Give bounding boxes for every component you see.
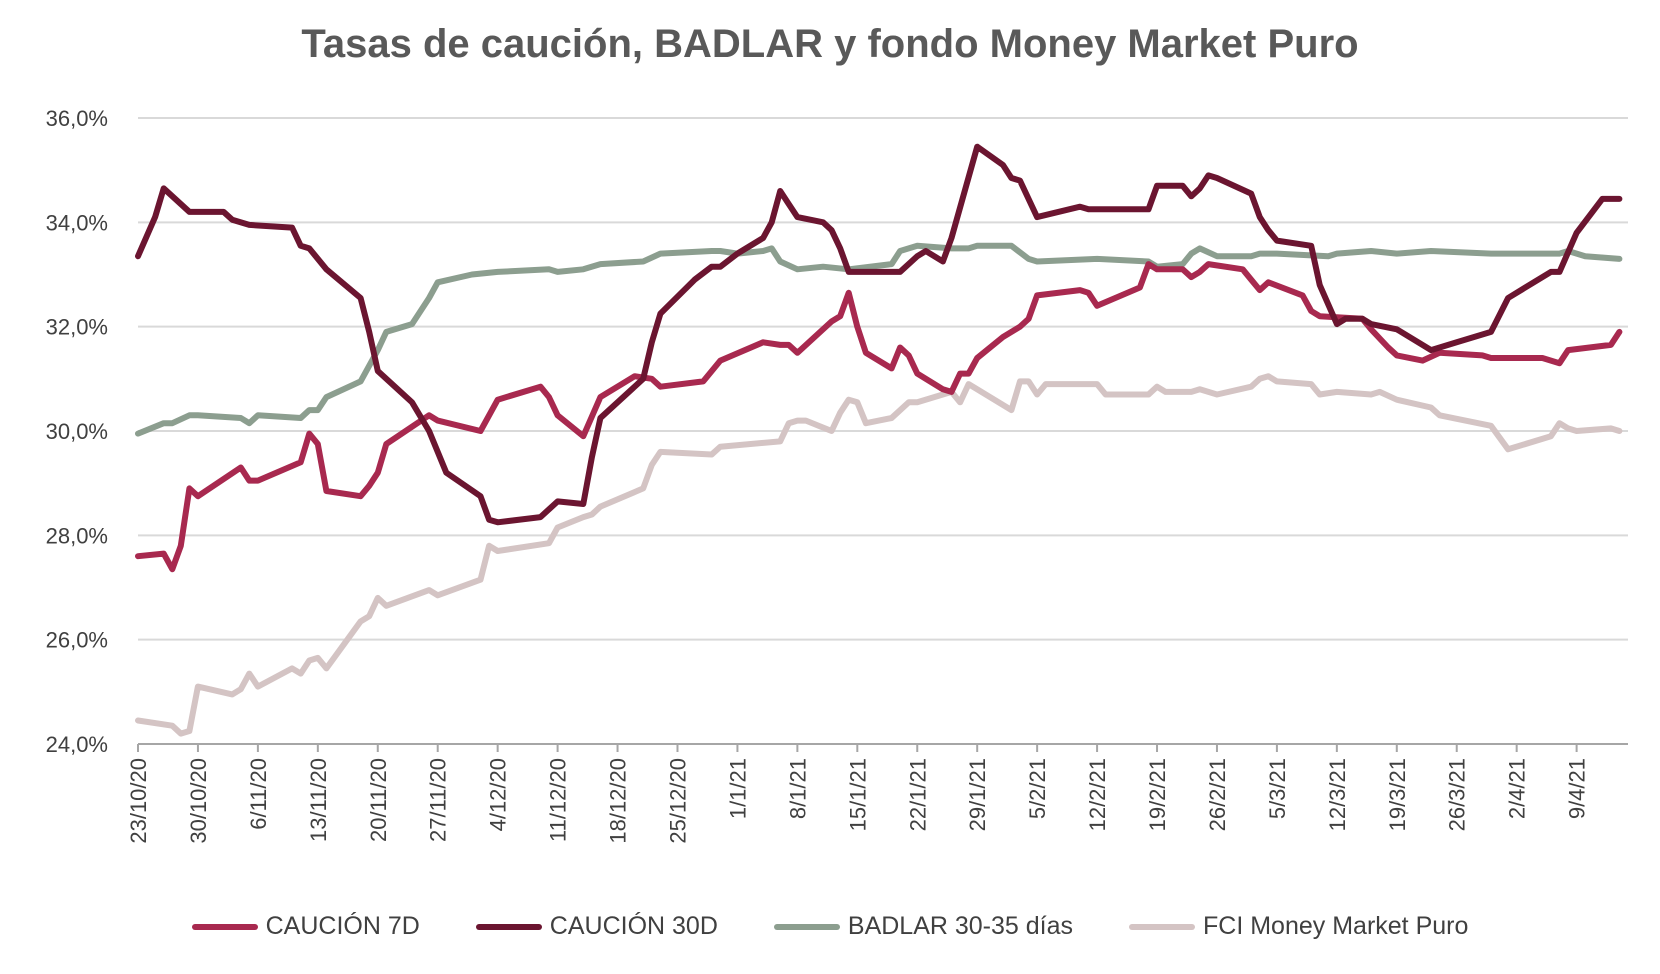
legend: CAUCIÓN 7D CAUCIÓN 30D BADLAR 30-35 días FC… [0,912,1660,941]
x-tick-label: 1/1/21 [725,758,750,819]
y-axis-ticks: 24,0% 26,0% 28,0% 30,0% 32,0% 34,0% 36,0% [46,106,108,757]
x-tick-label: 2/4/21 [1505,758,1530,819]
series-lines [135,143,1623,737]
legend-label: BADLAR 30-35 días [847,912,1074,940]
x-tick-label: 19/3/21 [1385,758,1410,831]
x-tick-label: 20/11/20 [366,758,391,842]
legend-label: CAUCIÓN 30D [549,912,718,940]
x-tick-label: 11/12/20 [546,758,571,842]
x-tick-label: 25/12/20 [665,758,690,844]
legend-item: CAUCIÓN 30D [475,912,718,941]
x-tick-label: 5/2/21 [1025,758,1050,819]
x-tick-label: 13/11/20 [306,758,331,842]
x-tick-label: 9/4/21 [1565,758,1590,819]
legend-item: BADLAR 30-35 días [773,912,1074,941]
x-tick-label: 12/3/21 [1325,758,1350,831]
y-tick-label: 30,0% [46,419,108,444]
x-tick-label: 23/10/20 [126,758,151,844]
series-line [135,261,1623,573]
x-tick-label: 15/1/21 [845,758,870,831]
x-tick-label: 18/12/20 [606,758,631,844]
x-tick-label: 4/12/20 [486,758,511,831]
y-tick-label: 34,0% [46,210,108,235]
y-tick-label: 26,0% [46,628,108,653]
x-tick-label: 6/11/20 [246,758,271,830]
x-tick-label: 8/1/21 [785,758,810,819]
x-tick-label: 5/3/21 [1265,758,1290,819]
y-tick-label: 32,0% [46,315,108,340]
x-tick-label: 26/3/21 [1445,758,1470,831]
x-tick-label: 29/1/21 [965,758,990,831]
legend-swatch [1129,923,1196,930]
legend-swatch [191,923,258,930]
legend-item: CAUCIÓN 7D [191,912,420,941]
legend-item: FCI Money Market Puro [1129,912,1468,941]
x-tick-label: 26/2/21 [1205,758,1230,831]
series-line [135,373,1623,737]
x-axis-ticks: 23/10/20 30/10/20 6/11/20 13/11/20 20/11/20 2… [126,744,1590,844]
gridlines [138,117,1628,641]
x-tick-label: 30/10/20 [186,758,211,844]
legend-swatch [475,923,542,930]
x-tick-label: 22/1/21 [905,758,930,831]
x-tick-label: 27/11/20 [426,758,451,842]
y-tick-label: 28,0% [46,523,108,548]
y-tick-label: 24,0% [46,732,108,757]
chart-title: Tasas de caución, BADLAR y fondo Money M… [301,22,1359,66]
legend-label: FCI Money Market Puro [1203,912,1469,940]
series-line [135,143,1623,526]
legend-swatch [773,923,840,930]
y-tick-label: 36,0% [46,106,108,131]
series-line [135,242,1623,437]
x-tick-label: 12/2/21 [1085,758,1110,831]
legend-label: CAUCIÓN 7D [265,912,420,940]
x-tick-label: 19/2/21 [1145,758,1170,831]
